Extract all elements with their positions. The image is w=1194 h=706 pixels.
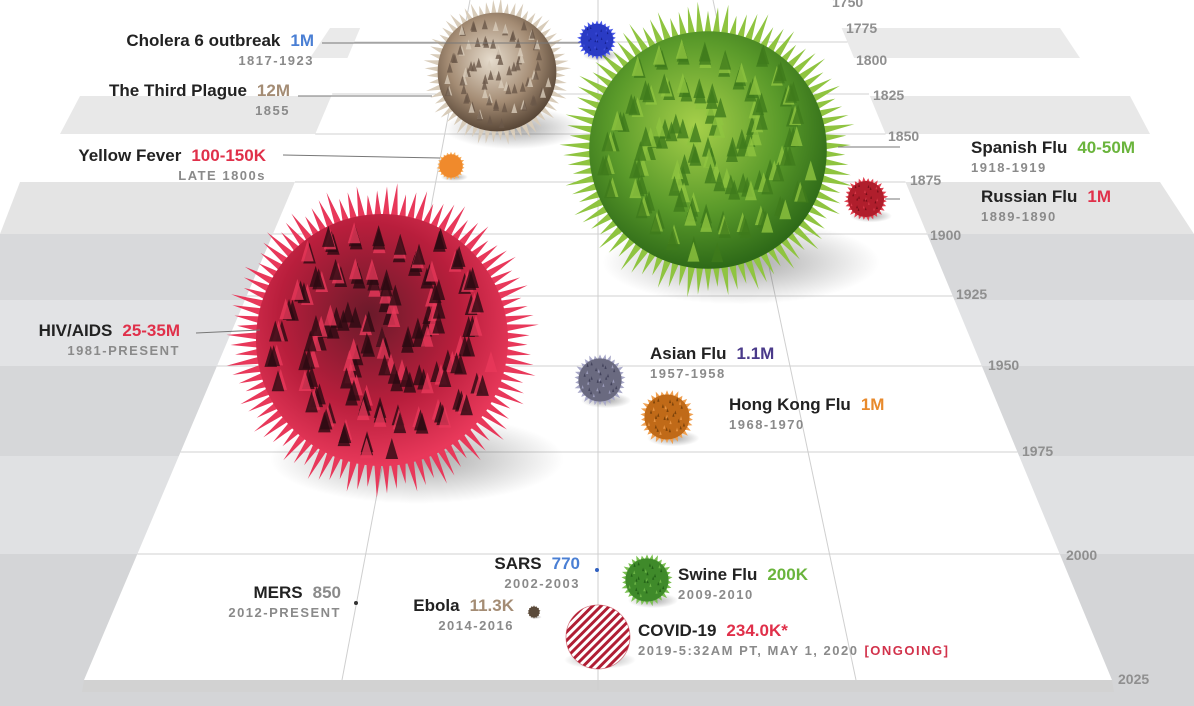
hiv-aids-years-text: 1981-PRESENT (67, 343, 180, 358)
asian-flu-name: Asian Flu (650, 344, 727, 363)
sars-label: SARS 770 2002-2003 (494, 555, 580, 590)
the-third-plague-deaths: 12M (256, 81, 290, 100)
hong-kong-flu-years: 1968-1970 (729, 418, 884, 431)
mers-years: 2012-PRESENT (228, 606, 341, 619)
year-tick-1850: 1850 (888, 128, 920, 144)
leader-lines (195, 42, 900, 334)
asian-flu-years-text: 1957-1958 (650, 366, 726, 381)
spanish-flu-years: 1918-1919 (971, 161, 1135, 174)
cholera-6-outbreak-years: 1817-1923 (126, 54, 314, 67)
covid-19-years-text: 2019-5:32 (638, 643, 711, 658)
yellow-fever-years: LATE 1800s (78, 169, 266, 182)
spanish-flu-marker (559, 1, 880, 305)
ebola-name: Ebola (413, 596, 460, 615)
year-tick-1900: 1900 (930, 227, 962, 243)
mers-name: MERS (253, 583, 303, 602)
ebola-marker (527, 605, 542, 620)
russian-flu-marker (843, 176, 892, 223)
hong-kong-flu-marker (640, 390, 700, 447)
hong-kong-flu-years-text: 1968-1970 (729, 417, 805, 432)
hiv-aids-deaths: 25-35M (122, 321, 180, 340)
year-tick-1825: 1825 (873, 87, 905, 103)
year-tick-1925: 1925 (956, 286, 988, 302)
yellow-fever-name: Yellow Fever (78, 146, 182, 165)
the-third-plague-years: 1855 (109, 104, 290, 117)
swine-flu-label: Swine Flu 200K 2009-2010 (678, 566, 808, 601)
ebola-years-text: 2014-2016 (438, 618, 514, 633)
russian-flu-label: Russian Flu 1M 1889-1890 (981, 188, 1111, 223)
cholera-6-outbreak-deaths: 1M (290, 31, 314, 50)
asian-flu-label: Asian Flu 1.1M 1957-1958 (650, 345, 774, 380)
yellow-fever-years-text: LATE 1800s (178, 168, 266, 183)
year-tick-2000: 2000 (1066, 547, 1098, 563)
cholera-6-outbreak-years-text: 1817-1923 (238, 53, 314, 68)
cholera-6-outbreak-label: Cholera 6 outbreak 1M 1817-1923 (126, 32, 314, 67)
the-third-plague-name: The Third Plague (109, 81, 247, 100)
leader-line (195, 329, 261, 334)
russian-flu-years-text: 1889-1890 (981, 209, 1057, 224)
russian-flu-years: 1889-1890 (981, 210, 1111, 223)
asian-flu-deaths: 1.1M (736, 344, 775, 363)
mers-marker (354, 601, 358, 605)
covid-19-years-suffix: AM PT, MAY 1, 2020 (710, 643, 859, 658)
yellow-fever-deaths: 100-150K (191, 146, 266, 165)
russian-flu-name: Russian Flu (981, 187, 1078, 206)
hong-kong-flu-deaths: 1M (860, 395, 885, 414)
hiv-aids-years: 1981-PRESENT (39, 344, 180, 357)
covid-19-label: COVID-19 234.0K* 2019-5:32AM PT, MAY 1, 20… (638, 622, 949, 657)
cholera-marker (577, 20, 621, 62)
hiv-aids-label: HIV/AIDS 25-35M 1981-PRESENT (39, 322, 180, 357)
yellow-fever-marker (436, 151, 468, 182)
hiv-aids-marker (226, 183, 564, 504)
covid-19-deaths: 234.0K* (726, 621, 788, 640)
sars-marker (595, 568, 599, 572)
spanish-flu-label: Spanish Flu 40-50M 1918-1919 (971, 139, 1135, 174)
spanish-flu-deaths: 40-50M (1077, 138, 1135, 157)
leader-line (282, 154, 441, 159)
year-tick-1800: 1800 (856, 52, 888, 68)
covid-19-years: 2019-5:32AM PT, MAY 1, 2020 [ONGOING] (638, 644, 949, 657)
cholera-6-outbreak-name: Cholera 6 outbreak (126, 31, 281, 50)
hong-kong-flu-label: Hong Kong Flu 1M 1968-1970 (729, 396, 884, 431)
hiv-aids-name: HIV/AIDS (38, 321, 113, 340)
sars-deaths: 770 (551, 554, 580, 573)
swine-flu-years-text: 2009-2010 (678, 587, 754, 602)
asian-flu-marker (574, 354, 632, 409)
russian-flu-deaths: 1M (1087, 187, 1111, 206)
year-tick-2025: 2025 (1118, 671, 1150, 687)
swine-flu-years: 2009-2010 (678, 588, 808, 601)
hong-kong-flu-name: Hong Kong Flu (729, 395, 851, 414)
yellow-fever-label: Yellow Fever 100-150K LATE 1800s (78, 147, 266, 182)
mers-deaths: 850 (312, 583, 341, 602)
the-third-plague-label: The Third Plague 12M 1855 (109, 82, 290, 117)
sars-years: 2002-2003 (494, 577, 580, 590)
mers-label: MERS 850 2012-PRESENT (228, 584, 341, 619)
mers-years-text: 2012-PRESENT (228, 605, 341, 620)
asian-flu-years: 1957-1958 (650, 367, 774, 380)
sars-name: SARS (494, 554, 542, 573)
swine-flu-marker (621, 554, 679, 609)
swine-flu-name: Swine Flu (678, 565, 758, 584)
covid-19-name: COVID-19 (638, 621, 717, 640)
year-tick-1975: 1975 (1022, 443, 1054, 459)
covid-19-status: [ONGOING] (864, 643, 950, 658)
year-tick-1875: 1875 (910, 172, 942, 188)
the-third-plague-years-text: 1855 (255, 103, 290, 118)
year-tick-1750: 1750 (832, 0, 864, 10)
ebola-deaths: 11.3K (469, 596, 514, 615)
year-tick-1950: 1950 (988, 357, 1020, 373)
swine-flu-deaths: 200K (767, 565, 808, 584)
ebola-years: 2014-2016 (413, 619, 514, 632)
covid-19-marker (564, 604, 636, 670)
pandemic-markers (226, 0, 892, 670)
ebola-label: Ebola 11.3K 2014-2016 (413, 597, 514, 632)
year-tick-1775: 1775 (846, 20, 878, 36)
third-plague-marker (423, 0, 583, 150)
sars-years-text: 2002-2003 (504, 576, 580, 591)
spanish-flu-years-text: 1918-1919 (971, 160, 1047, 175)
spanish-flu-name: Spanish Flu (971, 138, 1068, 157)
